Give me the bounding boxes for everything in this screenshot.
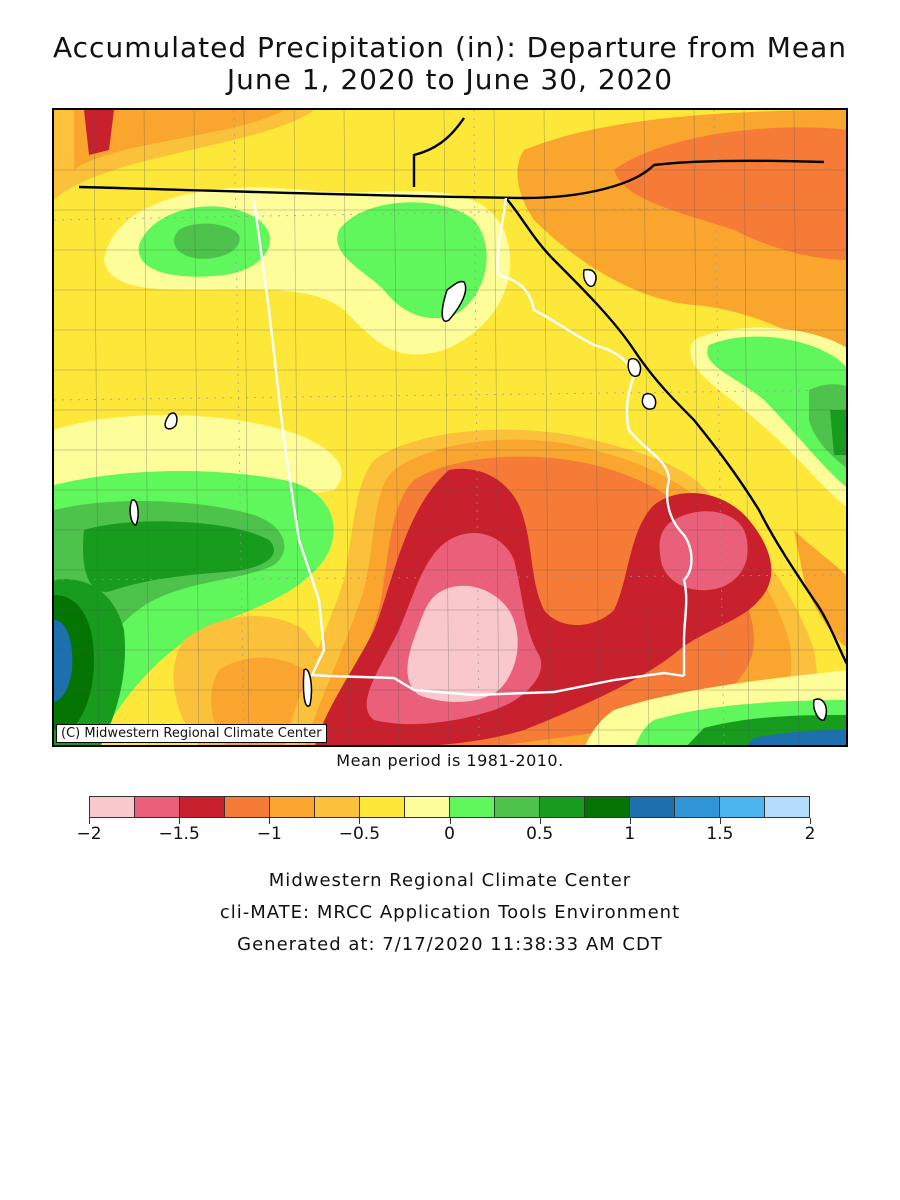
legend-swatch: [585, 797, 630, 817]
footer-tool: cli-MATE: MRCC Application Tools Environ…: [219, 902, 681, 923]
legend-swatch: [540, 797, 585, 817]
legend-swatch: [495, 797, 540, 817]
legend-swatch: [405, 797, 450, 817]
legend-tick: [539, 818, 541, 824]
map-canvas: [54, 110, 846, 745]
legend-tick: [629, 818, 631, 824]
legend-ticks: −2 −1.5 −1 −0.5 0 0.5 1 1.5 2: [76, 818, 815, 848]
legend-swatch: [270, 797, 315, 817]
legend-swatch: [315, 797, 360, 817]
legend-swatch: [630, 797, 675, 817]
mean-period-note: Mean period is 1981-2010.: [336, 751, 564, 770]
legend-tick-label: −1.5: [158, 824, 200, 844]
copyright-label: (C) Midwestern Regional Climate Center: [56, 724, 327, 743]
legend-swatch: [180, 797, 225, 817]
legend-tick-label: 1.5: [706, 824, 734, 844]
legend-swatch: [135, 797, 180, 817]
legend-tick-label: −2: [76, 824, 102, 844]
legend-tick-label: −0.5: [338, 824, 381, 844]
color-legend: [89, 796, 810, 818]
legend-tick: [269, 818, 271, 824]
footer-generated: Generated at: 7/17/2020 11:38:33 AM CDT: [237, 934, 663, 955]
legend-tick: [359, 818, 361, 824]
legend-tick-label: 1: [624, 824, 636, 844]
precipitation-map: (C) Midwestern Regional Climate Center: [52, 108, 848, 747]
legend-tick-label: −1: [256, 824, 282, 844]
legend-tick: [810, 818, 811, 824]
map-date-range: June 1, 2020 to June 30, 2020: [226, 63, 674, 96]
legend-tick: [449, 818, 451, 824]
legend-tick: [89, 818, 90, 824]
footer-org: Midwestern Regional Climate Center: [268, 870, 632, 891]
map-title: Accumulated Precipitation (in): Departur…: [53, 31, 847, 64]
legend-tick: [719, 818, 721, 824]
legend-tick: [179, 818, 181, 824]
legend-swatch: [90, 797, 135, 817]
legend-swatch: [675, 797, 720, 817]
legend-swatch: [360, 797, 405, 817]
legend-swatch: [225, 797, 270, 817]
legend-tick-label: 0: [444, 824, 455, 844]
legend-tick-label: 2: [804, 824, 816, 844]
legend-swatch: [720, 797, 765, 817]
legend-swatch: [765, 797, 809, 817]
legend-tick-label: 0.5: [526, 824, 554, 844]
legend-swatch: [450, 797, 495, 817]
